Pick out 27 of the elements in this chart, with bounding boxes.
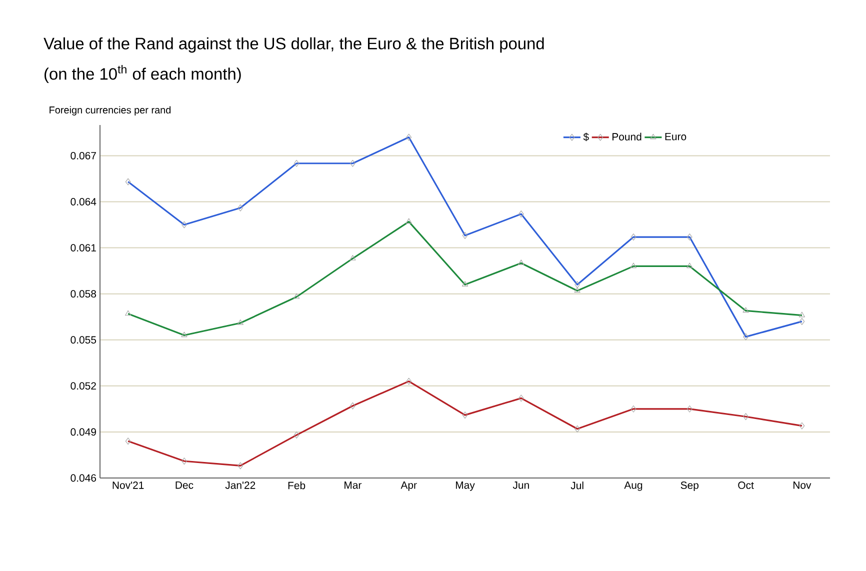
x-tick-label: Oct: [738, 482, 754, 489]
chart-subtitle: (on the 10$^{th}$ of each month): [44, 65, 241, 83]
x-tick-label: May: [456, 482, 475, 491]
legend-label: Euro: [665, 132, 686, 140]
y-axis-title: Foreign currencies per rand: [50, 106, 171, 116]
x-tick-label: Jan'22: [225, 482, 256, 489]
x-tick-label: Feb: [288, 482, 306, 490]
x-tick-label: Jul: [570, 482, 584, 490]
x-tick-label: Apr: [400, 482, 417, 491]
y-tick-label: 0.061: [70, 244, 96, 252]
y-tick-label: 0.046: [70, 474, 96, 482]
y-tick-label: 0.067: [70, 152, 96, 160]
x-tick-label: Aug: [624, 482, 642, 491]
y-tick-label: 0.064: [70, 198, 96, 206]
x-tick-label: Jun: [512, 482, 529, 489]
legend-label: Pound: [612, 132, 642, 140]
x-tick-label: Dec: [176, 482, 194, 489]
legend-label: $: [583, 132, 589, 142]
x-tick-label: Nov: [793, 482, 812, 489]
y-tick-label: 0.049: [70, 428, 96, 436]
y-tick-label: 0.052: [70, 382, 96, 390]
y-tick-label: 0.055: [70, 336, 96, 344]
x-tick-label: Nov'21: [112, 482, 144, 489]
x-tick-label: Mar: [344, 482, 362, 489]
x-tick-label: Sep: [680, 482, 698, 491]
chart-title: Value of the Rand against the US dollar, the Euro & the British pound: [44, 37, 544, 53]
y-tick-label: 0.058: [70, 290, 96, 298]
